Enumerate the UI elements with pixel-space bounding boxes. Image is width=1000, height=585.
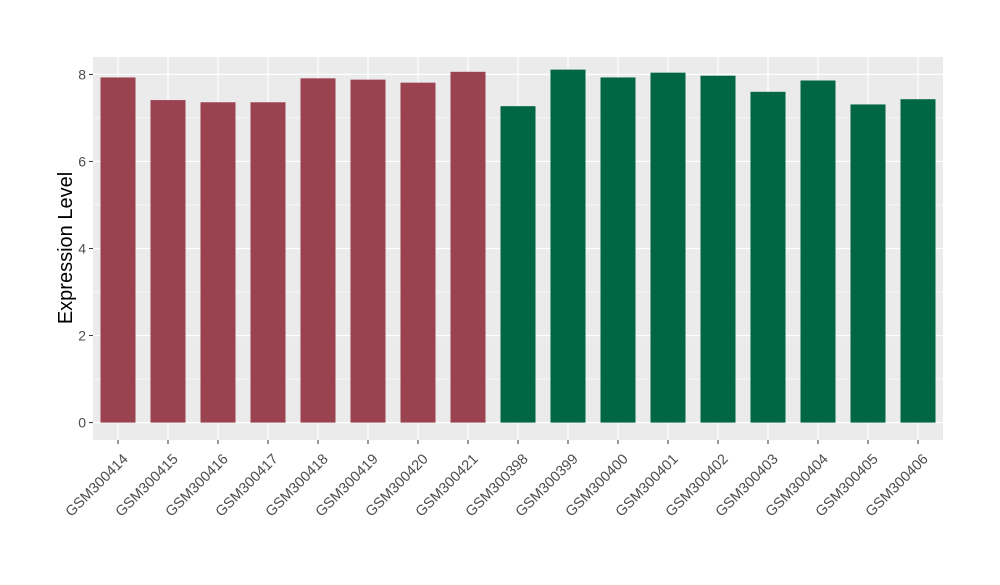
x-axis: GSM300414GSM300415GSM300416GSM300417GSM3…	[63, 440, 932, 520]
bar-GSM300417	[250, 102, 286, 423]
y-tick-label: 0	[78, 415, 86, 431]
bars	[100, 69, 936, 423]
bar-GSM300398	[500, 106, 536, 423]
bar-GSM300400	[600, 77, 636, 423]
bar-GSM300418	[300, 78, 336, 423]
bar-GSM300402	[700, 75, 736, 423]
bar-GSM300405	[850, 104, 886, 423]
bar-GSM300404	[800, 80, 836, 423]
y-axis: 0 2 4 6 8	[78, 66, 93, 431]
bar-GSM300406	[900, 99, 936, 423]
bar-GSM300419	[350, 79, 386, 423]
bar-GSM300416	[200, 102, 236, 423]
y-axis-label: Expression Level	[55, 172, 77, 324]
y-tick-label: 2	[78, 328, 86, 344]
y-tick-label: 4	[78, 241, 86, 257]
y-tick-label: 8	[78, 66, 86, 82]
bar-GSM300414	[100, 77, 136, 423]
bar-GSM300399	[550, 69, 586, 423]
bar-GSM300420	[400, 82, 436, 423]
bar-GSM300401	[650, 72, 686, 423]
y-tick-label: 6	[78, 153, 86, 169]
bar-GSM300415	[150, 100, 186, 423]
bar-GSM300403	[750, 91, 786, 423]
bar-GSM300421	[450, 71, 486, 423]
